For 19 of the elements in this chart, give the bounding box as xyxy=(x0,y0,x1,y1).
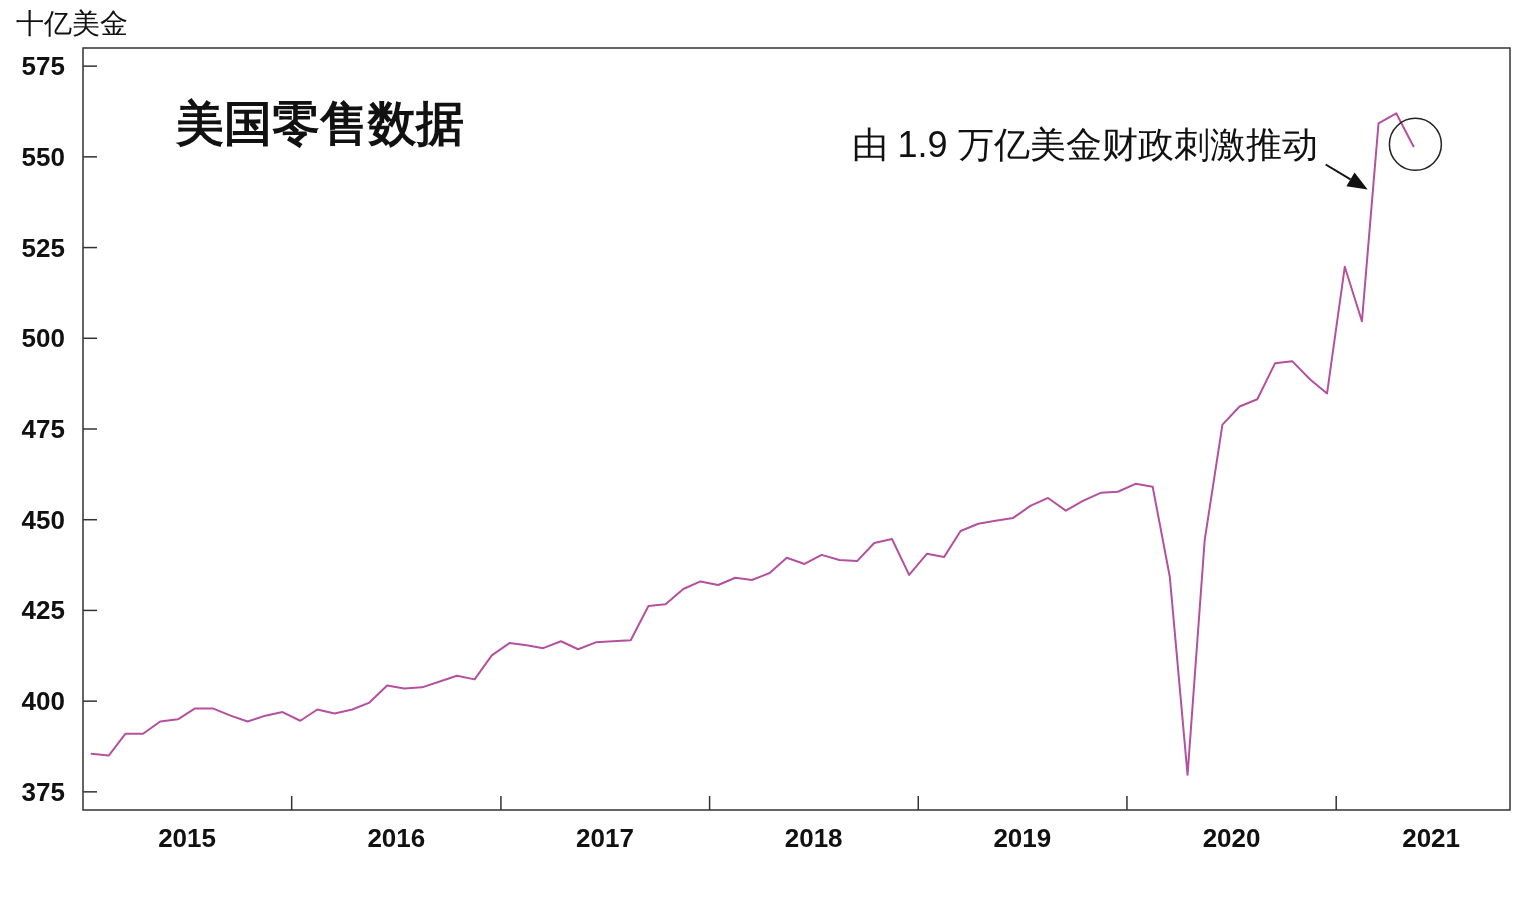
y-tick-label: 550 xyxy=(21,141,65,172)
x-tick-label: 2015 xyxy=(158,823,216,853)
y-tick-label: 525 xyxy=(21,232,65,263)
x-tick-label: 2017 xyxy=(576,823,634,853)
y-tick-label: 575 xyxy=(21,51,65,82)
x-tick-label: 2020 xyxy=(1202,823,1261,853)
y-tick-label: 375 xyxy=(21,776,65,807)
y-tick-label: 475 xyxy=(21,414,65,444)
x-tick-label: 2021 xyxy=(1402,823,1461,853)
text: 美国零售数据 xyxy=(175,97,464,150)
y-axis-title: 十亿美金 xyxy=(16,8,128,39)
x-tick-label: 2016 xyxy=(367,823,426,853)
x-tick-label: 2018 xyxy=(784,823,843,853)
annotation: 由 1.9 万亿美金财政刺激推动 xyxy=(851,123,1318,165)
y-tick-label: 400 xyxy=(21,686,65,717)
y-tick-label: 425 xyxy=(21,595,65,626)
y-tick-label: 450 xyxy=(21,504,65,535)
y-tick-label: 500 xyxy=(21,323,65,354)
x-tick-label: 2019 xyxy=(993,823,1052,853)
